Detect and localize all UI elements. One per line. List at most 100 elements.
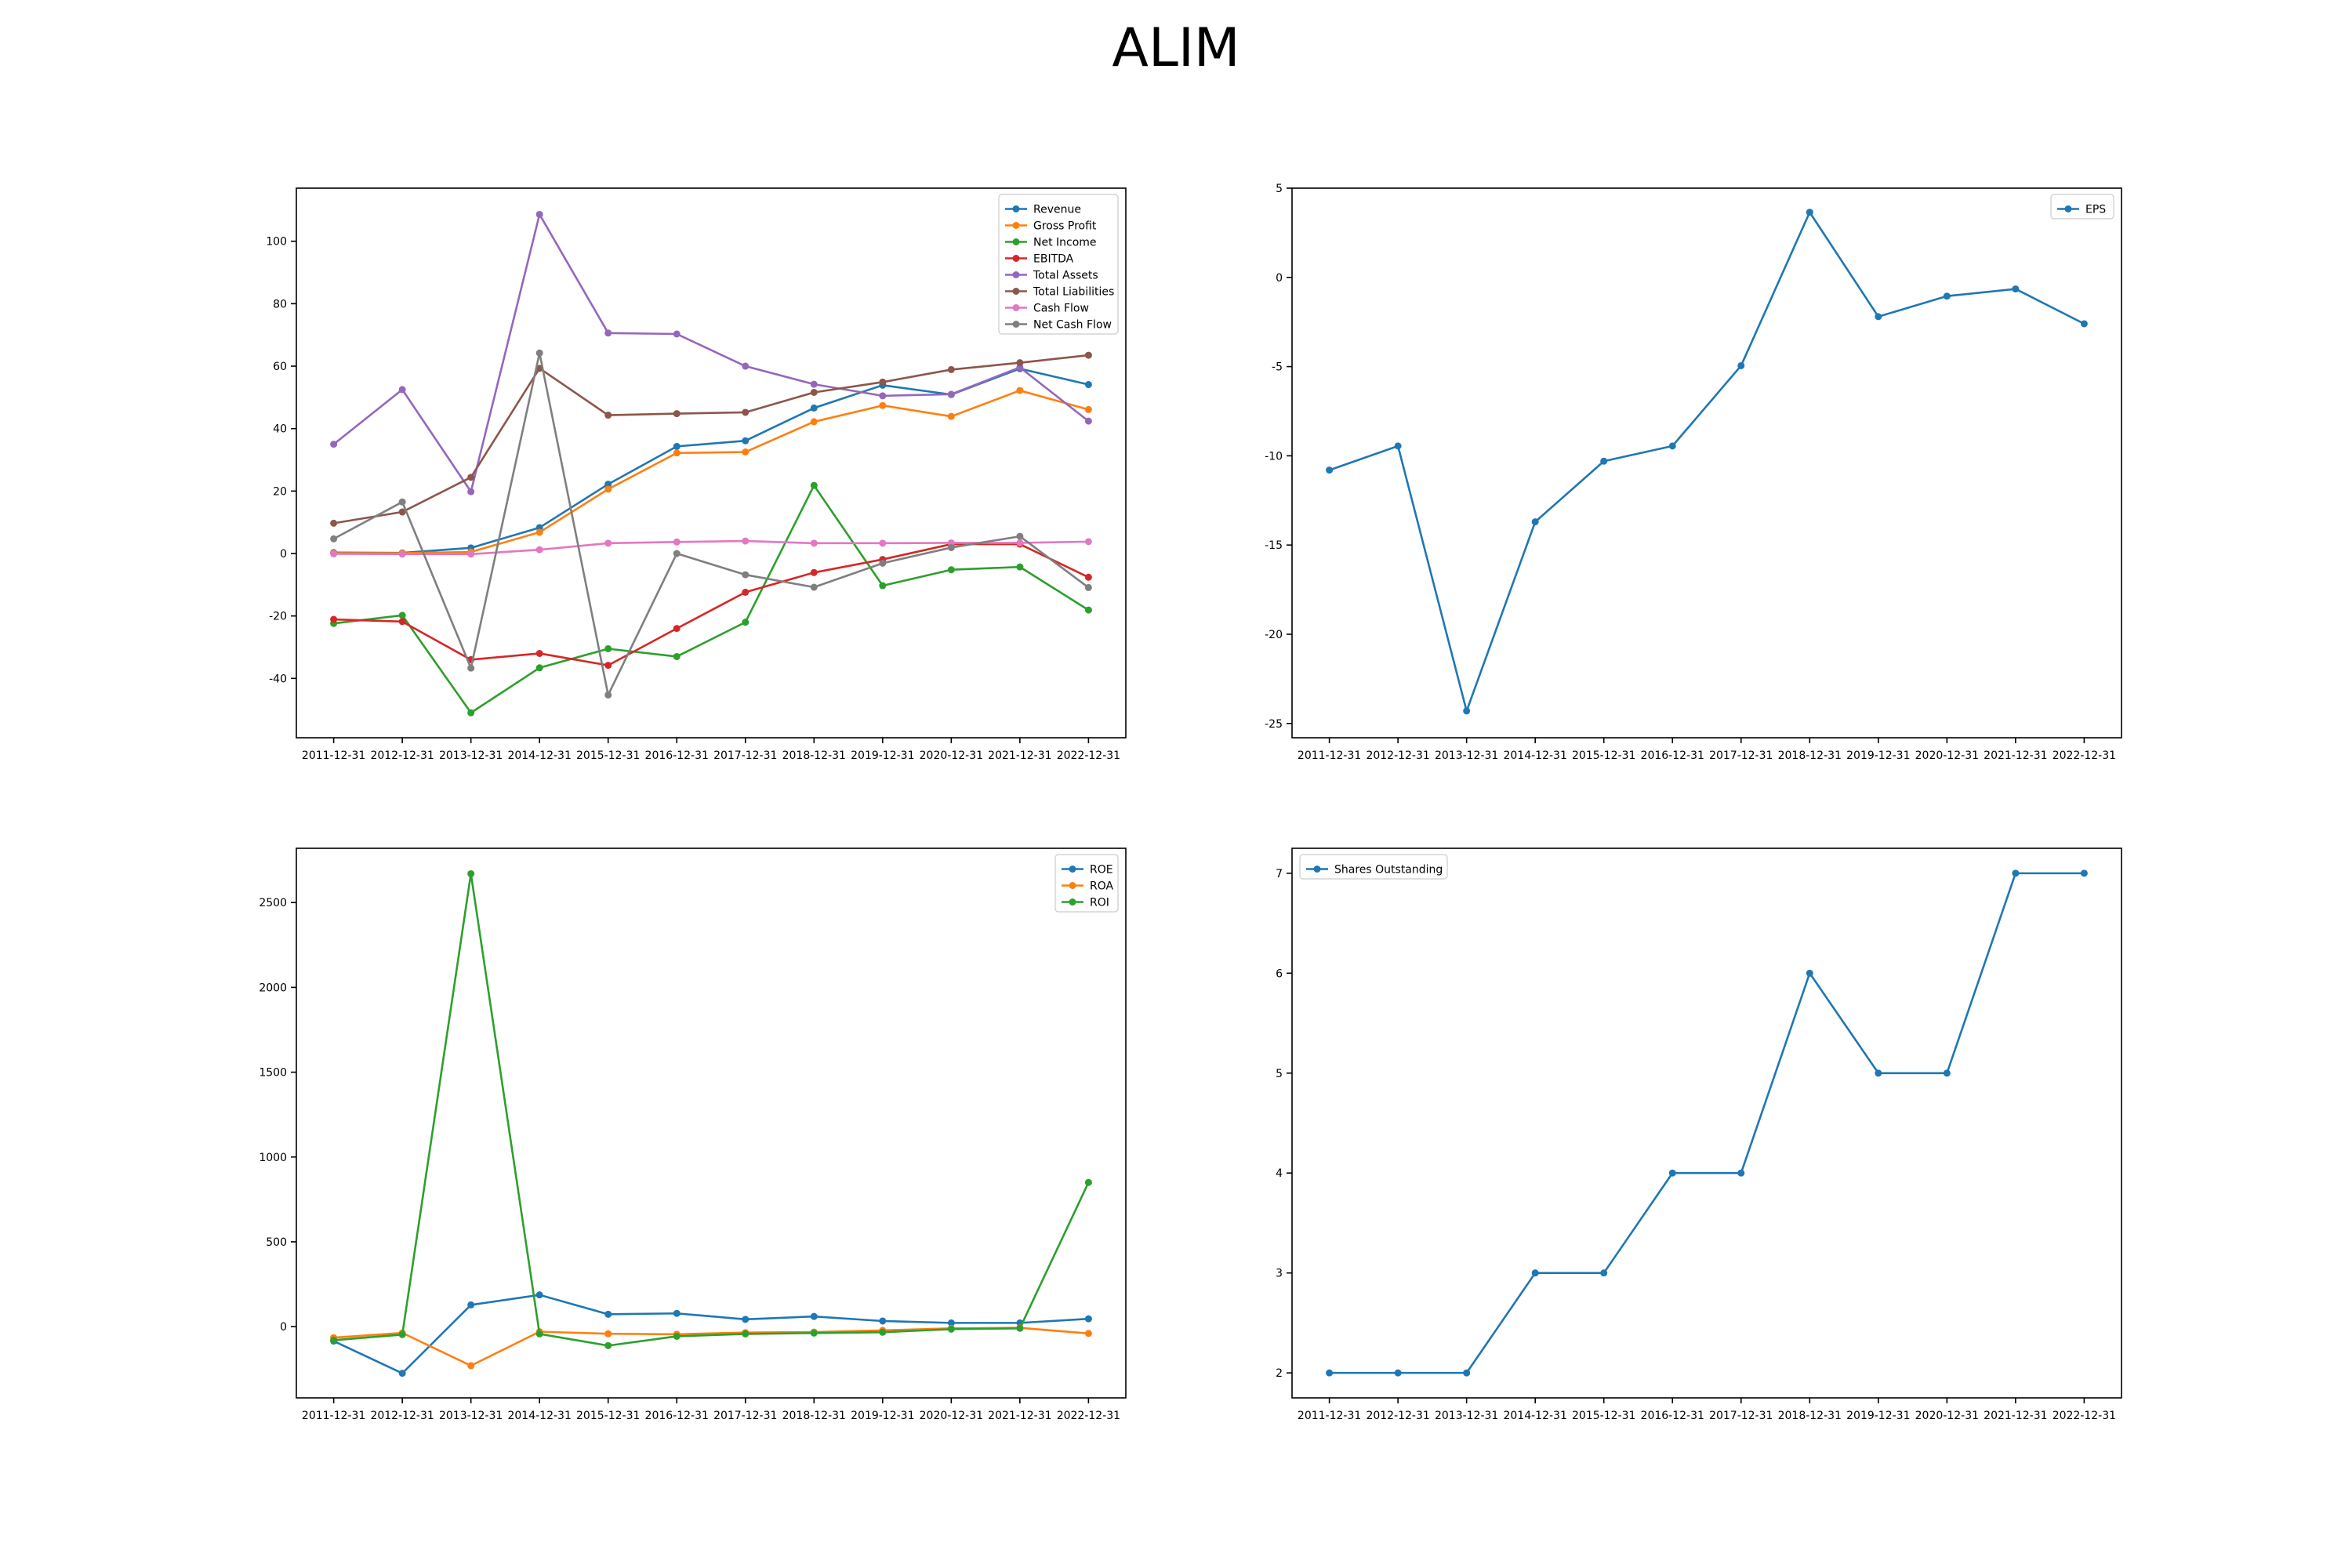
data-point [1084, 417, 1092, 425]
x-tick-label: 2013-12-31 [1435, 750, 1498, 762]
legend-marker [1012, 255, 1020, 262]
legend-label: ROI [1090, 897, 1109, 909]
x-tick-label: 2022-12-31 [1057, 750, 1120, 762]
data-point [604, 1330, 612, 1338]
legend-marker [1012, 321, 1020, 328]
y-tick-label: 0 [1276, 272, 1283, 285]
data-point [1084, 351, 1092, 359]
data-point [535, 528, 543, 536]
data-point [1394, 1369, 1402, 1377]
data-point [535, 649, 543, 657]
x-tick-label: 2015-12-31 [576, 750, 640, 762]
data-point [810, 380, 818, 388]
x-tick-label: 2019-12-31 [1846, 750, 1910, 762]
plot-frame [296, 848, 1127, 1399]
x-tick-label: 2015-12-31 [576, 1410, 640, 1422]
x-tick-label: 2017-12-31 [713, 750, 777, 762]
data-point [742, 437, 750, 445]
data-point [2012, 285, 2020, 293]
data-point [947, 543, 955, 551]
data-point [673, 449, 681, 457]
data-point [467, 474, 475, 481]
y-tick-label: 80 [273, 298, 287, 310]
data-point [1806, 969, 1813, 977]
data-point [1875, 313, 1882, 321]
plot-frame [1291, 848, 2122, 1399]
y-tick-label: -10 [1265, 450, 1283, 463]
x-tick-label: 2015-12-31 [1572, 750, 1635, 762]
legend-box [2050, 194, 2114, 220]
series-roi [330, 869, 1092, 1349]
series-net-income [330, 481, 1092, 717]
data-point [398, 498, 406, 506]
data-point [467, 550, 475, 558]
data-point [604, 691, 612, 699]
y-tick-label: 7 [1276, 868, 1283, 880]
x-tick-label: 2021-12-31 [988, 750, 1051, 762]
legend-label: ROE [1090, 864, 1113, 877]
y-tick-label: 0 [280, 548, 287, 561]
data-point [947, 390, 955, 398]
y-tick-label: 2500 [259, 897, 287, 909]
series-total-liabilities [330, 351, 1092, 527]
data-point [1668, 1169, 1676, 1177]
data-point [1016, 532, 1024, 540]
series-line [333, 389, 1089, 554]
data-point [947, 1319, 955, 1327]
data-point [1326, 466, 1334, 474]
y-tick-label: 5 [1276, 183, 1283, 195]
x-tick-label: 2020-12-31 [920, 1410, 983, 1422]
x-tick-label: 2019-12-31 [851, 1410, 914, 1422]
legend-label: Total Liabilities [1033, 286, 1114, 299]
x-tick-label: 2017-12-31 [1709, 1410, 1773, 1422]
data-point [879, 378, 887, 386]
data-point [2080, 869, 2088, 877]
data-point [1806, 209, 1813, 216]
data-point [673, 652, 681, 660]
data-point [467, 664, 475, 672]
series-line [1329, 872, 2085, 1374]
data-point [604, 539, 612, 547]
chart-2: 2011-12-31 2012-12-31 2013-12-31 2014-12-31… [1265, 183, 2122, 762]
chart-3: 2011-12-31 2012-12-31 2013-12-31 2014-12-31… [259, 848, 1127, 1422]
legend-label: EPS [2085, 204, 2106, 216]
data-point [1463, 707, 1471, 715]
x-tick-label: 2013-12-31 [1435, 1410, 1498, 1422]
x-tick-label: 2020-12-31 [1915, 1410, 1979, 1422]
legend-marker [1313, 866, 1321, 873]
data-point [330, 441, 338, 448]
x-tick-label: 2011-12-31 [1298, 750, 1361, 762]
data-point [1084, 538, 1092, 546]
series-net-cash-flow [330, 349, 1092, 699]
data-point [604, 1341, 612, 1349]
x-tick-label: 2018-12-31 [782, 1410, 846, 1422]
data-point [810, 539, 818, 547]
x-tick-label: 2017-12-31 [1709, 750, 1773, 762]
x-tick-label: 2021-12-31 [1984, 750, 2047, 762]
data-point [398, 1370, 406, 1377]
x-tick-label: 2015-12-31 [1572, 1410, 1635, 1422]
data-point [535, 349, 543, 357]
data-point [467, 488, 475, 495]
data-point [604, 412, 612, 419]
data-point [330, 1336, 338, 1344]
legend-marker [1012, 238, 1020, 245]
data-point [398, 386, 406, 394]
y-tick-label: 0 [280, 1321, 287, 1334]
x-tick-label: 2016-12-31 [1641, 1410, 1704, 1422]
x-tick-label: 2018-12-31 [782, 750, 846, 762]
y-tick-label: -5 [1272, 361, 1283, 374]
legend-label: Net Cash Flow [1033, 319, 1112, 332]
x-tick-label: 2019-12-31 [1846, 1410, 1910, 1422]
x-tick-label: 2014-12-31 [1503, 1410, 1566, 1422]
data-point [742, 1330, 750, 1338]
legend-box [1299, 854, 1448, 880]
legend-box [998, 194, 1119, 335]
data-point [673, 442, 681, 450]
legend: Shares Outstanding [1299, 854, 1448, 880]
y-tick-label: 500 [266, 1236, 287, 1249]
data-point [535, 546, 543, 554]
data-point [673, 625, 681, 633]
